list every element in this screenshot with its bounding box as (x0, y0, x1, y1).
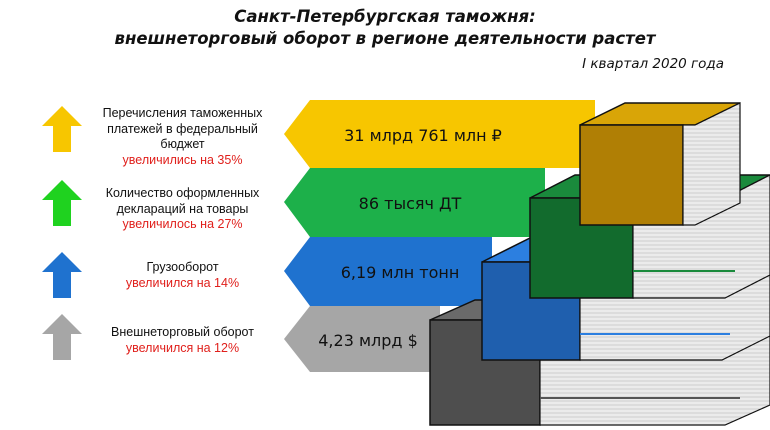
up-arrow-icon (42, 314, 82, 360)
band-cargo (284, 237, 492, 306)
indicator-label-line: Грузооборот (146, 260, 219, 274)
band-value-payments: 31 млрд 761 млн ₽ (344, 126, 502, 145)
up-arrow-icon (42, 252, 82, 298)
indicator-label-line: бюджет (160, 137, 205, 151)
period-label: I квартал 2020 года (582, 56, 724, 72)
indicator-label-line: Внешнеторговый оборот (111, 325, 254, 339)
up-arrow-icon (42, 180, 82, 226)
indicator-label-line: деклараций на товары (116, 201, 249, 216)
indicator-change: увеличились на 35% (122, 152, 243, 167)
indicator-change: увеличился на 12% (125, 340, 240, 355)
band-value-cargo: 6,19 млн тонн (341, 263, 460, 282)
band-payments (284, 100, 595, 168)
indicator-label-line: Количество оформленных (105, 186, 260, 200)
indicator-change: увеличилось на 27% (122, 217, 243, 231)
title-line-2: внешнеторговый оборот в регионе деятельн… (114, 29, 656, 48)
band-value-trade: 4,23 млрд $ (318, 331, 418, 350)
indicator-label-line: платежей в федеральный (107, 121, 258, 136)
band-value-declarations: 86 тысяч ДТ (359, 194, 462, 213)
indicator-change: увеличился на 14% (125, 275, 240, 290)
page-title: Санкт-Петербургская таможня: внешнеторго… (0, 6, 770, 50)
book-payments (579, 102, 741, 226)
title-line-1: Санкт-Петербургская таможня: (234, 7, 536, 26)
band-trade (284, 306, 440, 372)
indicator-label-line: Перечисления таможенных (102, 106, 263, 120)
up-arrow-icon (42, 106, 82, 152)
band-declarations (284, 168, 545, 237)
